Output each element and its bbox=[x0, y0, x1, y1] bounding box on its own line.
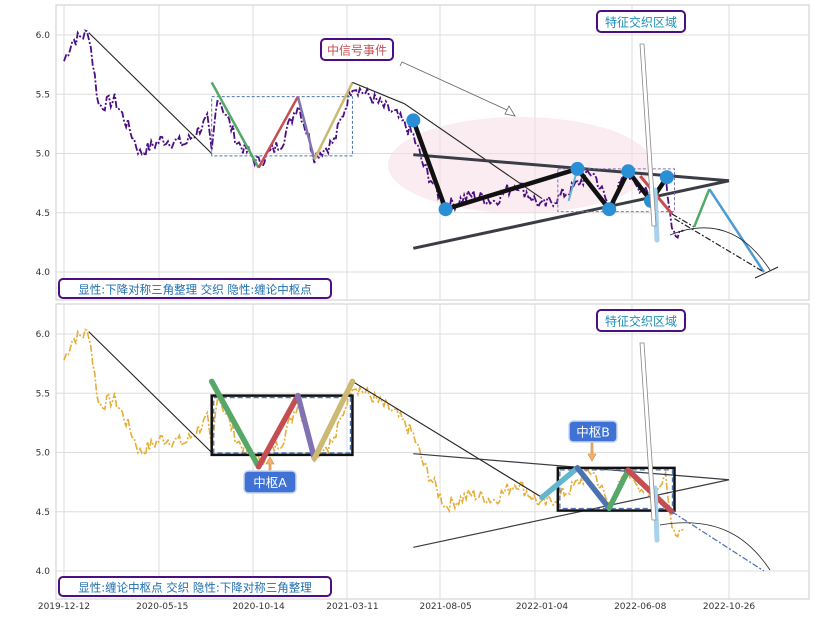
label-zhongshu-b: 中枢B bbox=[568, 420, 618, 443]
bi-stroke-5 bbox=[574, 465, 612, 511]
annotation-arrow-feature bbox=[639, 342, 657, 521]
annotation-feature-region-bottom-text: 特征交织区域 bbox=[605, 314, 677, 329]
bi-stroke-3 bbox=[311, 378, 356, 462]
label-zhongshu-a-box bbox=[243, 470, 297, 494]
bi-stroke-2 bbox=[296, 96, 316, 160]
label-zhongshu-a-text: 中枢A bbox=[253, 475, 287, 490]
bi-stroke-1 bbox=[255, 392, 301, 470]
y-tick-label: 6.0 bbox=[36, 330, 51, 340]
annotation-feature-region-top-text: 特征交织区域 bbox=[605, 15, 677, 30]
x-tick-label: 2020-05-15 bbox=[136, 602, 188, 612]
bi-stroke-0 bbox=[210, 81, 260, 169]
feature-vertical-mark bbox=[652, 485, 660, 543]
triangle-lower-line bbox=[413, 479, 730, 548]
x-tick-label: 2022-01-04 bbox=[516, 602, 569, 612]
zhongshu-frame-1 bbox=[556, 466, 676, 512]
y-tick-label: 4.0 bbox=[36, 567, 51, 577]
trend-line-2 bbox=[352, 81, 405, 105]
caption-top-text: 显性:下降对称三角整理 交织 隐性:缠论中枢点 bbox=[78, 283, 312, 297]
trend-line-3 bbox=[404, 103, 543, 199]
pointer-zhongshu-b bbox=[587, 442, 597, 462]
y-tick-label: 6.0 bbox=[36, 31, 51, 41]
caption-top-box bbox=[58, 278, 332, 299]
plot-frame bbox=[55, 303, 810, 600]
y-tick-label: 4.5 bbox=[36, 508, 50, 518]
label-zhongshu-b-text: 中枢B bbox=[576, 425, 610, 440]
x-tick-label: 2022-06-08 bbox=[614, 602, 667, 612]
zigzag-node-3 bbox=[602, 202, 617, 217]
bi-stroke-4 bbox=[539, 465, 581, 501]
pointer-zhongshu-a bbox=[265, 456, 275, 471]
label-zhongshu-a: 中枢A bbox=[243, 470, 297, 494]
feature-vertical-mark bbox=[652, 187, 660, 243]
bi-stroke-2 bbox=[295, 392, 318, 462]
projection-down bbox=[708, 188, 765, 273]
annotation-arrow-feature bbox=[639, 43, 657, 227]
bottom-panel-grid bbox=[55, 303, 810, 600]
caption-bottom-text: 显性:缠论中枢点 交织 隐性:下降对称三角整理 bbox=[78, 581, 312, 595]
top-panel-grid bbox=[55, 4, 810, 301]
y-tick-label: 4.0 bbox=[36, 268, 51, 278]
downtrend-line bbox=[88, 331, 213, 453]
caption-bottom-box bbox=[58, 576, 332, 597]
trend-line-2 bbox=[352, 380, 543, 498]
axis-ticks: 6.0 5.5 5.0 4.5 4.0 6.0 5.5 5.0 4.5 4.0 2019-12-12… bbox=[36, 31, 756, 612]
annotation-arrow bbox=[399, 61, 516, 117]
x-tick-label: 2021-03-11 bbox=[326, 602, 378, 612]
annotation-feature-region-top-box bbox=[596, 10, 686, 33]
y-tick-label: 5.0 bbox=[36, 449, 51, 459]
y-tick-label: 5.5 bbox=[36, 90, 50, 100]
projection-up bbox=[692, 188, 711, 228]
bi-stroke-3 bbox=[313, 81, 354, 160]
price-series-line bbox=[63, 328, 684, 538]
zhongshu-frame-0 bbox=[210, 394, 354, 457]
y-tick-label: 4.5 bbox=[36, 209, 50, 219]
x-tick-label: 2019-12-12 bbox=[38, 602, 90, 612]
bottom-panel-marks bbox=[63, 328, 771, 572]
zigzag-node-4 bbox=[621, 164, 636, 179]
price-series-line bbox=[63, 29, 684, 240]
annotation-signal-event-box bbox=[320, 38, 394, 61]
annotation-signal-event: 中信号事件 bbox=[320, 38, 394, 61]
caption-top: 显性:下降对称三角整理 交织 隐性:缠论中枢点 bbox=[58, 278, 332, 299]
annotation-feature-region-top: 特征交织区域 bbox=[596, 10, 686, 33]
bi-stroke-0 bbox=[208, 378, 262, 470]
x-tick-label: 2020-10-14 bbox=[232, 602, 285, 612]
projection-dash bbox=[671, 213, 695, 228]
top-panel-marks bbox=[63, 29, 779, 279]
projection-dash-2 bbox=[674, 218, 765, 273]
caption-bottom: 显性:缠论中枢点 交织 隐性:下降对称三角整理 bbox=[58, 576, 332, 597]
projection-arc bbox=[659, 522, 771, 571]
annotation-feature-region-bottom: 特征交织区域 bbox=[596, 309, 686, 332]
x-tick-label: 2021-08-05 bbox=[419, 602, 471, 612]
zigzag-node-2 bbox=[570, 161, 585, 176]
zhongshu-inner-1 bbox=[559, 469, 674, 510]
zigzag-node-1 bbox=[438, 202, 453, 217]
annotation-feature-region-bottom-box bbox=[596, 309, 686, 332]
zigzag-node-0 bbox=[406, 113, 421, 128]
projection-end-tick bbox=[754, 266, 779, 279]
zhongshu-inner-0 bbox=[213, 396, 352, 454]
bi-stroke-1 bbox=[257, 96, 300, 169]
zigzag-node-6 bbox=[659, 170, 674, 185]
triangle-lower-line bbox=[412, 179, 730, 250]
bi-stroke-6 bbox=[606, 467, 631, 511]
y-tick-label: 5.0 bbox=[36, 150, 51, 160]
x-tick-label: 2022-10-26 bbox=[703, 602, 756, 612]
zhongshu-box bbox=[211, 96, 353, 157]
downtrend-line bbox=[88, 32, 213, 154]
annotation-signal-event-text: 中信号事件 bbox=[327, 43, 387, 58]
label-zhongshu-b-box bbox=[568, 420, 618, 443]
zhongshu-box-b bbox=[557, 168, 675, 213]
y-tick-label: 5.5 bbox=[36, 389, 50, 399]
projection-arc bbox=[669, 227, 771, 271]
